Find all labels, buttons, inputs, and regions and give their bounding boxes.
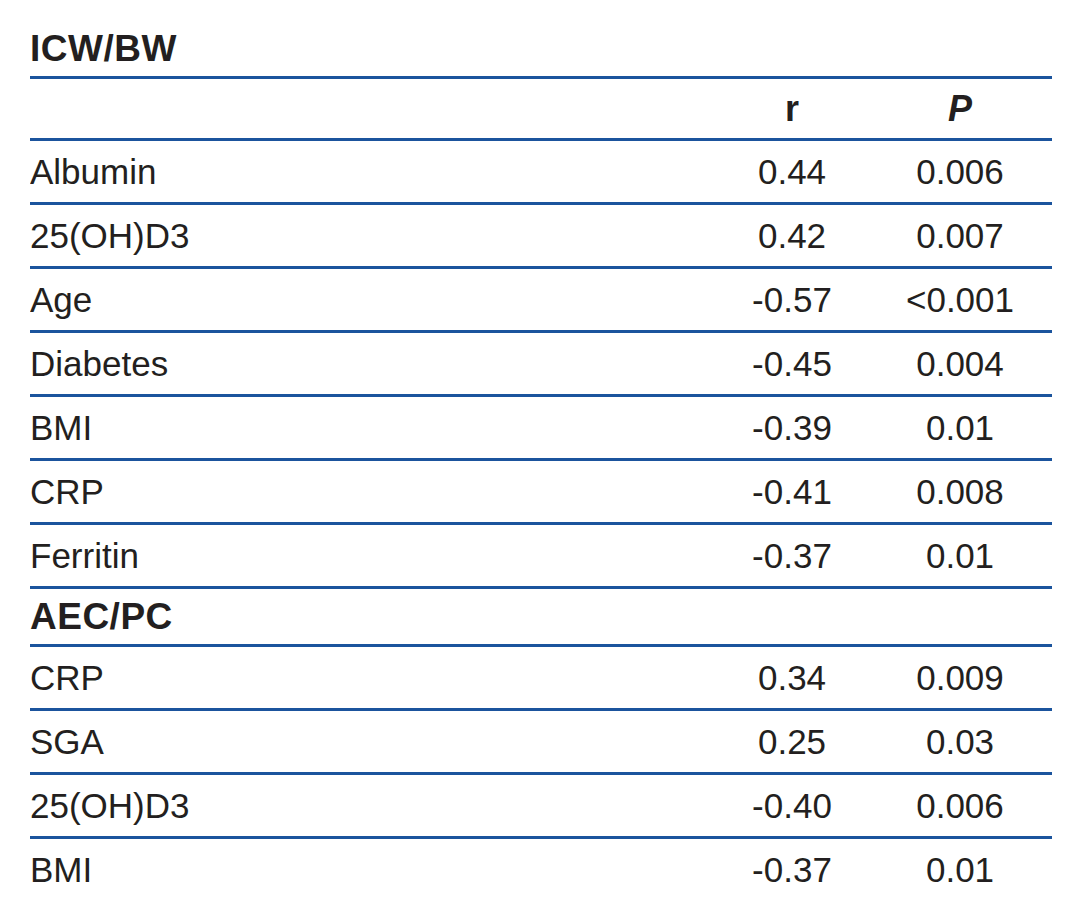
row-label: Ferritin	[30, 536, 716, 576]
row-r-value: 0.25	[716, 722, 868, 762]
row-p-value: 0.006	[868, 152, 1052, 192]
row-p-value: <0.001	[868, 280, 1052, 320]
table-row: SGA 0.25 0.03	[30, 711, 1052, 775]
row-p-value: 0.03	[868, 722, 1052, 762]
table-row: 25(OH)D3 -0.40 0.006	[30, 775, 1052, 839]
row-r-value: -0.39	[716, 408, 868, 448]
row-label: 25(OH)D3	[30, 216, 716, 256]
section-header-icw-bw: ICW/BW	[30, 26, 1052, 79]
section-title: ICW/BW	[30, 28, 177, 70]
row-r-value: 0.34	[716, 658, 868, 698]
column-header-row: r P	[30, 79, 1052, 141]
table-row: BMI -0.37 0.01	[30, 839, 1052, 898]
row-label: 25(OH)D3	[30, 786, 716, 826]
row-r-value: 0.44	[716, 152, 868, 192]
row-r-value: -0.40	[716, 786, 868, 826]
row-p-value: 0.008	[868, 472, 1052, 512]
row-label: CRP	[30, 472, 716, 512]
row-r-value: -0.37	[716, 850, 868, 890]
table-row: Age -0.57 <0.001	[30, 269, 1052, 333]
row-label: BMI	[30, 850, 716, 890]
row-p-value: 0.004	[868, 344, 1052, 384]
row-label: Diabetes	[30, 344, 716, 384]
row-p-value: 0.009	[868, 658, 1052, 698]
row-p-value: 0.01	[868, 408, 1052, 448]
section-header-aec-pc: AEC/PC	[30, 589, 1052, 647]
row-p-value: 0.01	[868, 536, 1052, 576]
row-p-value: 0.01	[868, 850, 1052, 890]
row-p-value: 0.007	[868, 216, 1052, 256]
row-r-value: 0.42	[716, 216, 868, 256]
row-label: BMI	[30, 408, 716, 448]
table-row: Ferritin -0.37 0.01	[30, 525, 1052, 589]
row-r-value: -0.57	[716, 280, 868, 320]
table-row: CRP -0.41 0.008	[30, 461, 1052, 525]
table-row: BMI -0.39 0.01	[30, 397, 1052, 461]
section-title: AEC/PC	[30, 596, 173, 638]
table-row: Diabetes -0.45 0.004	[30, 333, 1052, 397]
row-label: Age	[30, 280, 716, 320]
row-p-value: 0.006	[868, 786, 1052, 826]
column-header-r: r	[716, 88, 868, 130]
column-header-p: P	[868, 88, 1052, 130]
row-r-value: -0.37	[716, 536, 868, 576]
row-r-value: -0.45	[716, 344, 868, 384]
row-r-value: -0.41	[716, 472, 868, 512]
row-label: CRP	[30, 658, 716, 698]
table-row: CRP 0.34 0.009	[30, 647, 1052, 711]
row-label: Albumin	[30, 152, 716, 192]
correlation-table-page: ICW/BW r P Albumin 0.44 0.006 25(OH)D3 0…	[0, 0, 1065, 898]
row-label: SGA	[30, 722, 716, 762]
table-row: 25(OH)D3 0.42 0.007	[30, 205, 1052, 269]
table-row: Albumin 0.44 0.006	[30, 141, 1052, 205]
